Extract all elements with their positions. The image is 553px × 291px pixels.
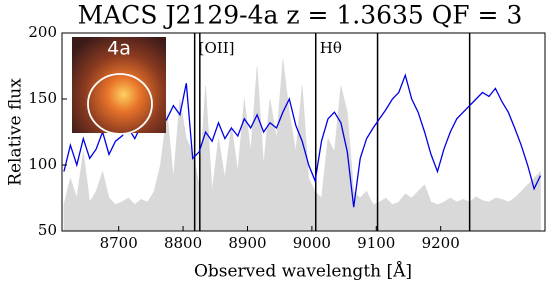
plot-frame (61, 32, 546, 232)
y-tick-label: 150 (28, 89, 57, 107)
line-label: [OII] (199, 39, 235, 57)
error-area (63, 59, 541, 232)
x-tick-label: 8900 (228, 234, 266, 252)
y-tick-label: 200 (28, 23, 57, 41)
y-tick-label: 100 (28, 155, 57, 173)
x-tick-label: 8700 (100, 234, 138, 252)
x-tick-label: 9000 (293, 234, 331, 252)
line-label: Hθ (320, 39, 342, 57)
inset-aperture (87, 73, 153, 135)
inset-label: 4a (107, 38, 131, 60)
x-tick-label: 9100 (357, 234, 395, 252)
y-tick-label: 50 (38, 221, 57, 239)
y-axis-label: Relative flux (6, 78, 26, 186)
chart-title: MACS J2129-4a z = 1.3635 QF = 3 (78, 1, 523, 30)
x-tick-label: 9200 (422, 234, 460, 252)
x-axis-label: Observed wavelength [Å] (194, 261, 412, 282)
x-tick-label: 8800 (164, 234, 202, 252)
inset-image (72, 37, 166, 133)
